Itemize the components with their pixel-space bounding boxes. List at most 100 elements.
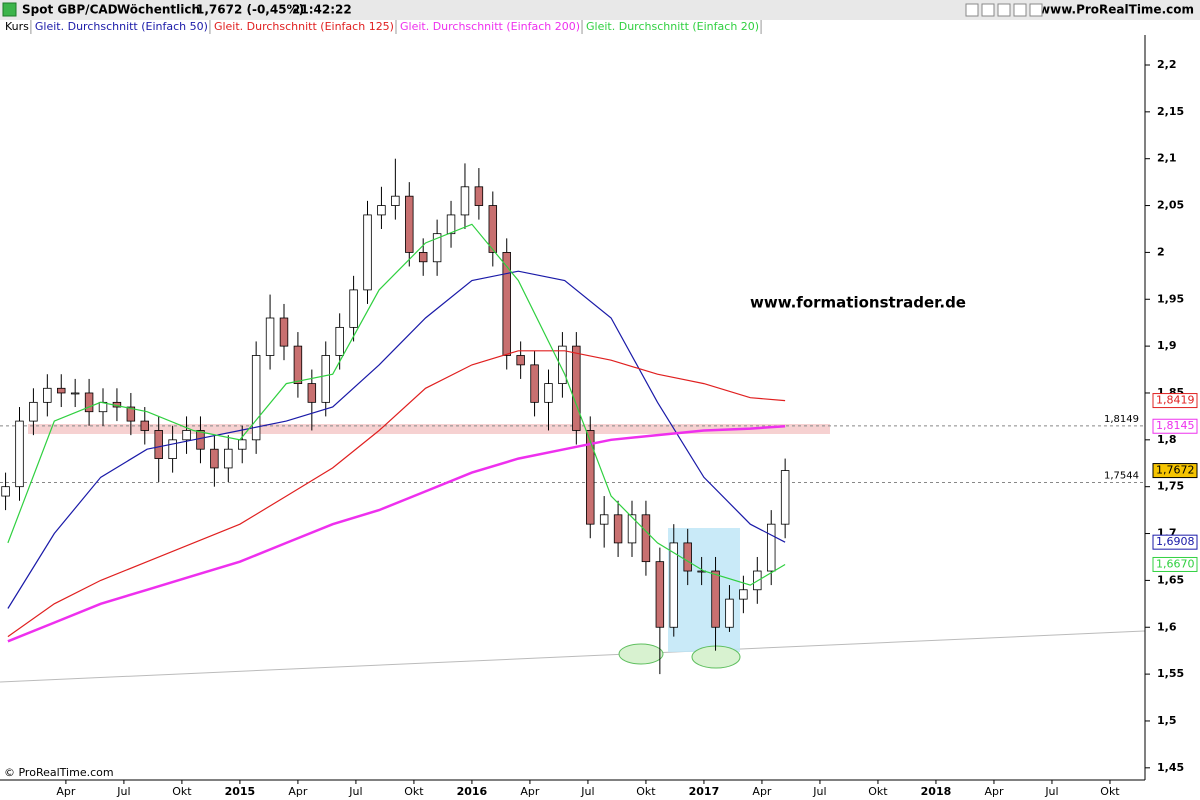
app-icon [2, 2, 17, 17]
candle-body [474, 186, 484, 206]
quote: 1,7672 (-0,45%) [196, 3, 304, 17]
candle-body [140, 420, 150, 431]
candle-body [669, 542, 679, 628]
candle-body [516, 355, 525, 366]
value-label-box [1152, 534, 1198, 550]
candle-body [29, 401, 38, 422]
candle-body [154, 430, 163, 459]
y-tick-label: 1,6 [1157, 620, 1177, 633]
candle-body [335, 326, 344, 356]
reference-label: 1,8149 [1104, 414, 1139, 425]
candle-body [502, 252, 511, 356]
legend-entry: Gleit. Durchschnitt (Einfach 20) [586, 20, 759, 33]
candle-body [544, 383, 553, 403]
candle-body [711, 570, 720, 628]
value-label-box [1152, 393, 1198, 409]
moving-average [7, 223, 786, 586]
candle-body [279, 317, 289, 347]
y-tick-label: 1,95 [1157, 292, 1184, 305]
window-button[interactable] [981, 3, 995, 17]
candle-body [293, 345, 303, 385]
moving-average [7, 424, 786, 643]
legend-entry: Gleit. Durchschnitt (Einfach 50) [35, 20, 208, 33]
reference-label: 1,7544 [1104, 471, 1139, 482]
candle-body [780, 470, 790, 525]
plot-area [0, 424, 1146, 683]
moving-average [7, 350, 786, 638]
watermark: www.formationstrader.de [750, 294, 966, 312]
y-tick-label: 2,1 [1157, 152, 1177, 165]
candle-body [460, 186, 470, 216]
y-tick-label: 2 [1157, 245, 1165, 258]
x-tick-label: Apr [984, 785, 1004, 798]
candle-body [15, 420, 24, 488]
candle-body [1, 486, 10, 497]
candle-body [572, 345, 581, 431]
bottom-marker [618, 643, 664, 665]
value-label: 1,6670 [1156, 557, 1195, 570]
x-tick-label: Jul [580, 785, 594, 798]
y-tick-label: 1,9 [1157, 339, 1177, 352]
candle-body [613, 514, 623, 544]
y-tick-label: 2,2 [1157, 58, 1177, 71]
candle-body [586, 430, 595, 525]
candle-body [739, 589, 748, 600]
instrument: Spot GBP/CAD [22, 3, 118, 17]
trend-line [0, 630, 1146, 683]
x-tick-label: Apr [520, 785, 540, 798]
x-tick-label: Jul [116, 785, 130, 798]
candle-body [446, 214, 456, 235]
candle-body [321, 355, 330, 403]
value-label: 1,7672 [1156, 464, 1195, 477]
candle-body [655, 561, 665, 628]
y-tick-label: 2,05 [1157, 199, 1184, 212]
candle-body [627, 514, 637, 544]
x-tick-label: 2016 [457, 785, 488, 798]
x-tick-label: Okt [1100, 785, 1120, 798]
candle-body [251, 355, 261, 441]
window-button[interactable] [1029, 3, 1043, 17]
candle-body [168, 439, 177, 459]
candle-body [237, 439, 247, 450]
window-button[interactable] [997, 3, 1011, 17]
y-tick-label: 1,75 [1157, 480, 1184, 493]
x-tick-label: Apr [752, 785, 772, 798]
x-tick-label: Okt [868, 785, 888, 798]
x-tick-label: Apr [288, 785, 308, 798]
y-tick-label: 1,5 [1157, 714, 1177, 727]
candle-body [182, 430, 191, 441]
candle-body [210, 448, 219, 469]
x-tick-label: Jul [1044, 785, 1058, 798]
y-tick-label: 1,45 [1157, 761, 1184, 774]
period: Wöchentlich [117, 3, 200, 17]
y-tick-label: 1,55 [1157, 667, 1184, 680]
value-label: 1,6908 [1156, 535, 1195, 548]
legend: Kurs Gleit. Durchschnitt (Einfach 50) Glei… [5, 20, 762, 34]
candle-body [558, 345, 567, 385]
value-label-box [1152, 418, 1198, 434]
value-label-box [1152, 556, 1198, 572]
x-tick-label: Jul [812, 785, 826, 798]
candle-body [683, 542, 692, 572]
resistance-zone [28, 424, 830, 434]
candle-body [196, 430, 205, 450]
candle-body [349, 289, 358, 328]
candle-body [126, 406, 136, 422]
moving-average [7, 270, 786, 609]
candle-body [265, 317, 275, 356]
x-tick-label: Okt [404, 785, 424, 798]
candle-body [391, 195, 400, 206]
window-button[interactable] [965, 3, 979, 17]
y-tick-label: 2,15 [1157, 105, 1184, 118]
y-tick-label: 1,8 [1157, 433, 1177, 446]
y-tick-label: 1,65 [1157, 573, 1184, 586]
x-tick-label: Apr [56, 785, 76, 798]
x-tick-label: Jul [348, 785, 362, 798]
candle-body [405, 195, 414, 253]
time: 21:42:22 [292, 3, 352, 17]
x-tick-label: 2015 [225, 785, 256, 798]
window-button[interactable] [1013, 3, 1027, 17]
candle-body [530, 364, 539, 403]
value-label: 1,8145 [1156, 419, 1195, 432]
